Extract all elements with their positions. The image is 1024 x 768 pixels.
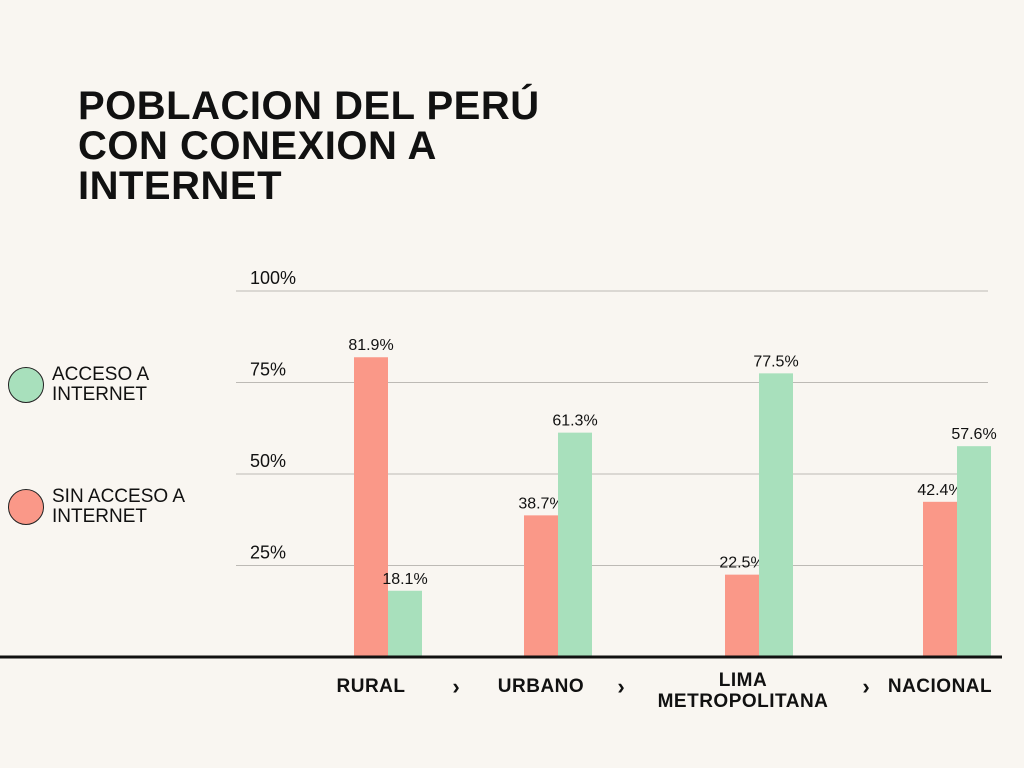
x-category-label: URBANO bbox=[498, 676, 584, 697]
data-label: 81.9% bbox=[348, 337, 393, 354]
y-tick-label: 75% bbox=[250, 360, 286, 380]
x-category-label: METROPOLITANA bbox=[658, 691, 829, 712]
bar-acceso bbox=[759, 373, 793, 657]
data-label: 38.7% bbox=[518, 495, 563, 512]
legend-swatch-sin-acceso bbox=[8, 489, 44, 525]
legend-label-line: INTERNET bbox=[52, 384, 147, 405]
chevron-right-icon: › bbox=[862, 674, 869, 699]
data-label: 42.4% bbox=[917, 482, 962, 499]
legend-item-acceso: ACCESO A INTERNET bbox=[8, 365, 149, 405]
data-label: 18.1% bbox=[382, 571, 427, 588]
y-tick-label: 100% bbox=[250, 268, 296, 288]
bar-acceso bbox=[957, 446, 991, 657]
bar-sin-acceso bbox=[725, 574, 759, 657]
chart-title-line: INTERNET bbox=[78, 164, 282, 208]
chevron-right-icon: › bbox=[452, 674, 459, 699]
x-category-label: LIMA bbox=[719, 670, 767, 691]
legend-label-line: INTERNET bbox=[52, 506, 147, 527]
legend-label-acceso: ACCESO A INTERNET bbox=[52, 365, 149, 405]
bar-sin-acceso bbox=[524, 515, 558, 657]
data-label: 57.6% bbox=[951, 426, 996, 443]
chart-title-line: CON CONEXION A bbox=[78, 124, 437, 168]
legend-label-line: SIN ACCESO A bbox=[52, 486, 186, 507]
data-label: 61.3% bbox=[552, 413, 597, 430]
chart-title: POBLACION DEL PERÚ CON CONEXION A INTERN… bbox=[78, 86, 698, 206]
legend-swatch-acceso bbox=[8, 367, 44, 403]
data-label: 77.5% bbox=[753, 353, 798, 370]
bar-sin-acceso bbox=[923, 501, 957, 657]
legend-label-sin-acceso: SIN ACCESO A INTERNET bbox=[52, 487, 185, 527]
legend-label-line: ACCESO A bbox=[52, 364, 150, 385]
data-label: 22.5% bbox=[719, 555, 764, 572]
y-tick-label: 25% bbox=[250, 543, 286, 563]
chevron-right-icon: › bbox=[617, 674, 624, 699]
bar-sin-acceso bbox=[354, 357, 388, 657]
y-tick-label: 50% bbox=[250, 451, 286, 471]
chart-title-line: POBLACION DEL PERÚ bbox=[78, 84, 540, 128]
x-category-label: RURAL bbox=[337, 676, 406, 697]
bar-acceso bbox=[388, 590, 422, 657]
bar-acceso bbox=[558, 432, 592, 657]
x-category-label: NACIONAL bbox=[888, 676, 992, 697]
legend-item-sin-acceso: SIN ACCESO A INTERNET bbox=[8, 487, 185, 527]
